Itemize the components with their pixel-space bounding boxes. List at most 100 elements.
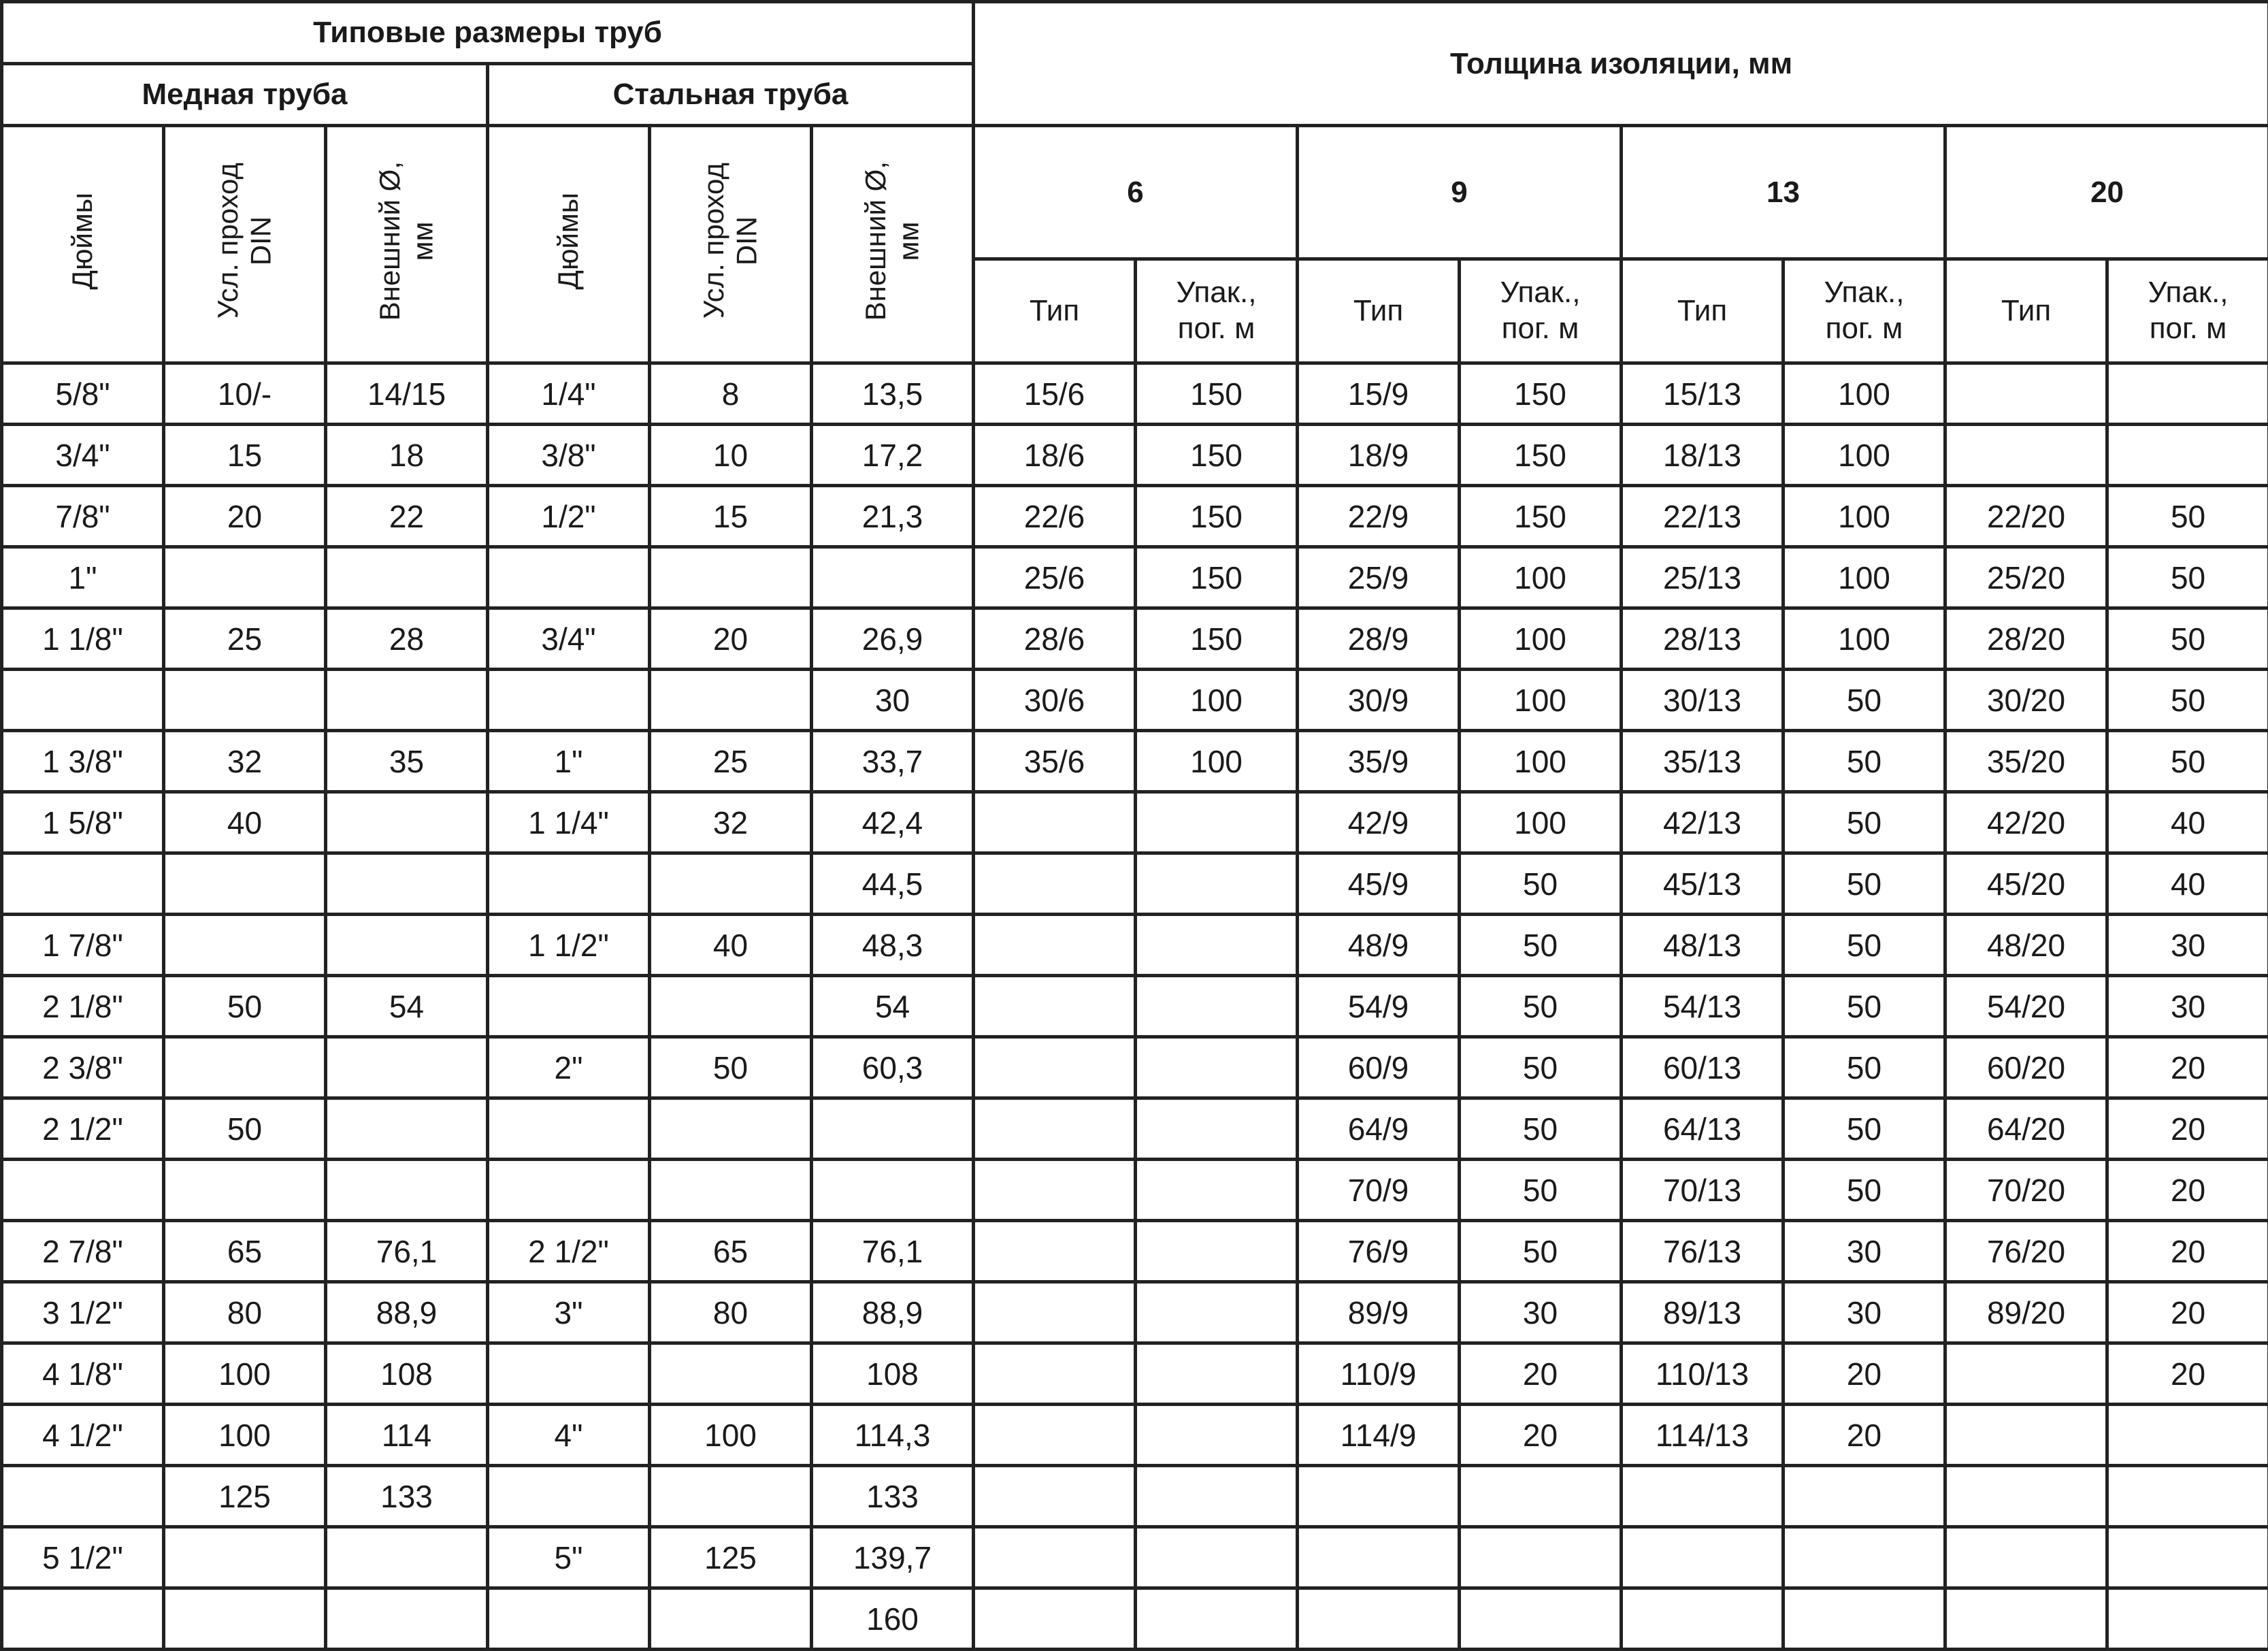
table-cell: 40 bbox=[650, 915, 812, 976]
thickness-13-header: 13 bbox=[1622, 126, 1945, 259]
table-cell: 30/6 bbox=[974, 670, 1136, 731]
table-cell bbox=[1460, 1588, 1622, 1650]
table-cell: 1 1/8" bbox=[2, 608, 164, 670]
table-cell: 50 bbox=[2107, 731, 2268, 792]
column-label: Внешний Ø, мм bbox=[374, 161, 440, 321]
table-cell: 28/13 bbox=[1622, 608, 1784, 670]
table-cell bbox=[812, 1160, 974, 1221]
table-cell: 89/13 bbox=[1622, 1282, 1784, 1343]
table-cell: 64/20 bbox=[1945, 1098, 2107, 1160]
table-cell: 54/20 bbox=[1945, 976, 2107, 1037]
table-cell bbox=[1136, 853, 1298, 915]
table-cell: 70/13 bbox=[1622, 1160, 1784, 1221]
table-cell: 54/13 bbox=[1622, 976, 1784, 1037]
table-cell: 18 bbox=[326, 425, 488, 486]
table-cell bbox=[2107, 363, 2268, 425]
table-cell: 100 bbox=[650, 1405, 812, 1466]
table-cell: 20 bbox=[2107, 1282, 2268, 1343]
table-cell: 25/6 bbox=[974, 547, 1136, 608]
table-cell bbox=[974, 1466, 1136, 1527]
table-cell: 89/20 bbox=[1945, 1282, 2107, 1343]
table-cell: 100 bbox=[1784, 425, 1945, 486]
table-cell: 65 bbox=[164, 1221, 326, 1282]
table-cell: 100 bbox=[1460, 547, 1622, 608]
table-cell: 3/8" bbox=[488, 425, 650, 486]
table-cell: 60/9 bbox=[1298, 1037, 1460, 1098]
copper-inches-header: Дюймы bbox=[2, 126, 164, 363]
table-cell: 50 bbox=[1784, 1037, 1945, 1098]
table-cell bbox=[1784, 1466, 1945, 1527]
table-cell bbox=[974, 976, 1136, 1037]
table-cell bbox=[164, 1527, 326, 1588]
table-cell: 100 bbox=[1460, 792, 1622, 853]
table-cell: 17,2 bbox=[812, 425, 974, 486]
table-cell: 108 bbox=[812, 1343, 974, 1405]
table-cell: 20 bbox=[2107, 1221, 2268, 1282]
table-cell bbox=[1945, 1405, 2107, 1466]
table-cell: 20 bbox=[1460, 1405, 1622, 1466]
column-label: Дюймы bbox=[66, 193, 99, 289]
pack-header: Упак., пог. м bbox=[1136, 259, 1298, 363]
table-cell bbox=[1136, 915, 1298, 976]
column-label: Дюймы bbox=[552, 193, 585, 289]
table-cell bbox=[1136, 1466, 1298, 1527]
table-cell: 30 bbox=[1784, 1221, 1945, 1282]
table-cell bbox=[2, 1160, 164, 1221]
table-cell: 4" bbox=[488, 1405, 650, 1466]
table-cell: 89/9 bbox=[1298, 1282, 1460, 1343]
table-cell: 44,5 bbox=[812, 853, 974, 915]
table-cell bbox=[2107, 1405, 2268, 1466]
table-cell bbox=[974, 792, 1136, 853]
table-cell: 50 bbox=[1784, 976, 1945, 1037]
table-cell: 50 bbox=[164, 1098, 326, 1160]
table-cell bbox=[1622, 1527, 1784, 1588]
table-cell: 3/4" bbox=[2, 425, 164, 486]
table-cell: 100 bbox=[1784, 547, 1945, 608]
table-cell: 150 bbox=[1136, 363, 1298, 425]
table-cell bbox=[1784, 1527, 1945, 1588]
table-cell: 35/6 bbox=[974, 731, 1136, 792]
table-cell: 76,1 bbox=[326, 1221, 488, 1282]
table-cell: 18/13 bbox=[1622, 425, 1784, 486]
table-cell bbox=[488, 670, 650, 731]
table-cell: 30 bbox=[2107, 915, 2268, 976]
table-cell bbox=[650, 853, 812, 915]
thickness-20-header: 20 bbox=[1945, 126, 2268, 259]
table-cell: 64/9 bbox=[1298, 1098, 1460, 1160]
table-cell: 50 bbox=[1460, 1160, 1622, 1221]
table-cell: 100 bbox=[1784, 486, 1945, 547]
table-cell: 4 1/2" bbox=[2, 1405, 164, 1466]
table-cell bbox=[488, 1343, 650, 1405]
table-cell: 7/8" bbox=[2, 486, 164, 547]
table-cell: 50 bbox=[164, 976, 326, 1037]
table-cell: 15 bbox=[650, 486, 812, 547]
table-cell bbox=[1460, 1527, 1622, 1588]
table-cell: 15 bbox=[164, 425, 326, 486]
pack-header: Упак., пог. м bbox=[1784, 259, 1945, 363]
table-cell: 45/9 bbox=[1298, 853, 1460, 915]
table-cell: 150 bbox=[1136, 547, 1298, 608]
table-cell: 76/13 bbox=[1622, 1221, 1784, 1282]
table-cell bbox=[164, 1160, 326, 1221]
table-cell bbox=[974, 1343, 1136, 1405]
table-cell: 30 bbox=[1460, 1282, 1622, 1343]
table-cell: 22/6 bbox=[974, 486, 1136, 547]
table-cell bbox=[1136, 1282, 1298, 1343]
table-cell bbox=[2107, 425, 2268, 486]
table-cell: 25 bbox=[164, 608, 326, 670]
table-cell: 1/4" bbox=[488, 363, 650, 425]
table-cell bbox=[326, 915, 488, 976]
table-cell bbox=[326, 670, 488, 731]
table-cell: 25/13 bbox=[1622, 547, 1784, 608]
table-cell: 50 bbox=[2107, 486, 2268, 547]
